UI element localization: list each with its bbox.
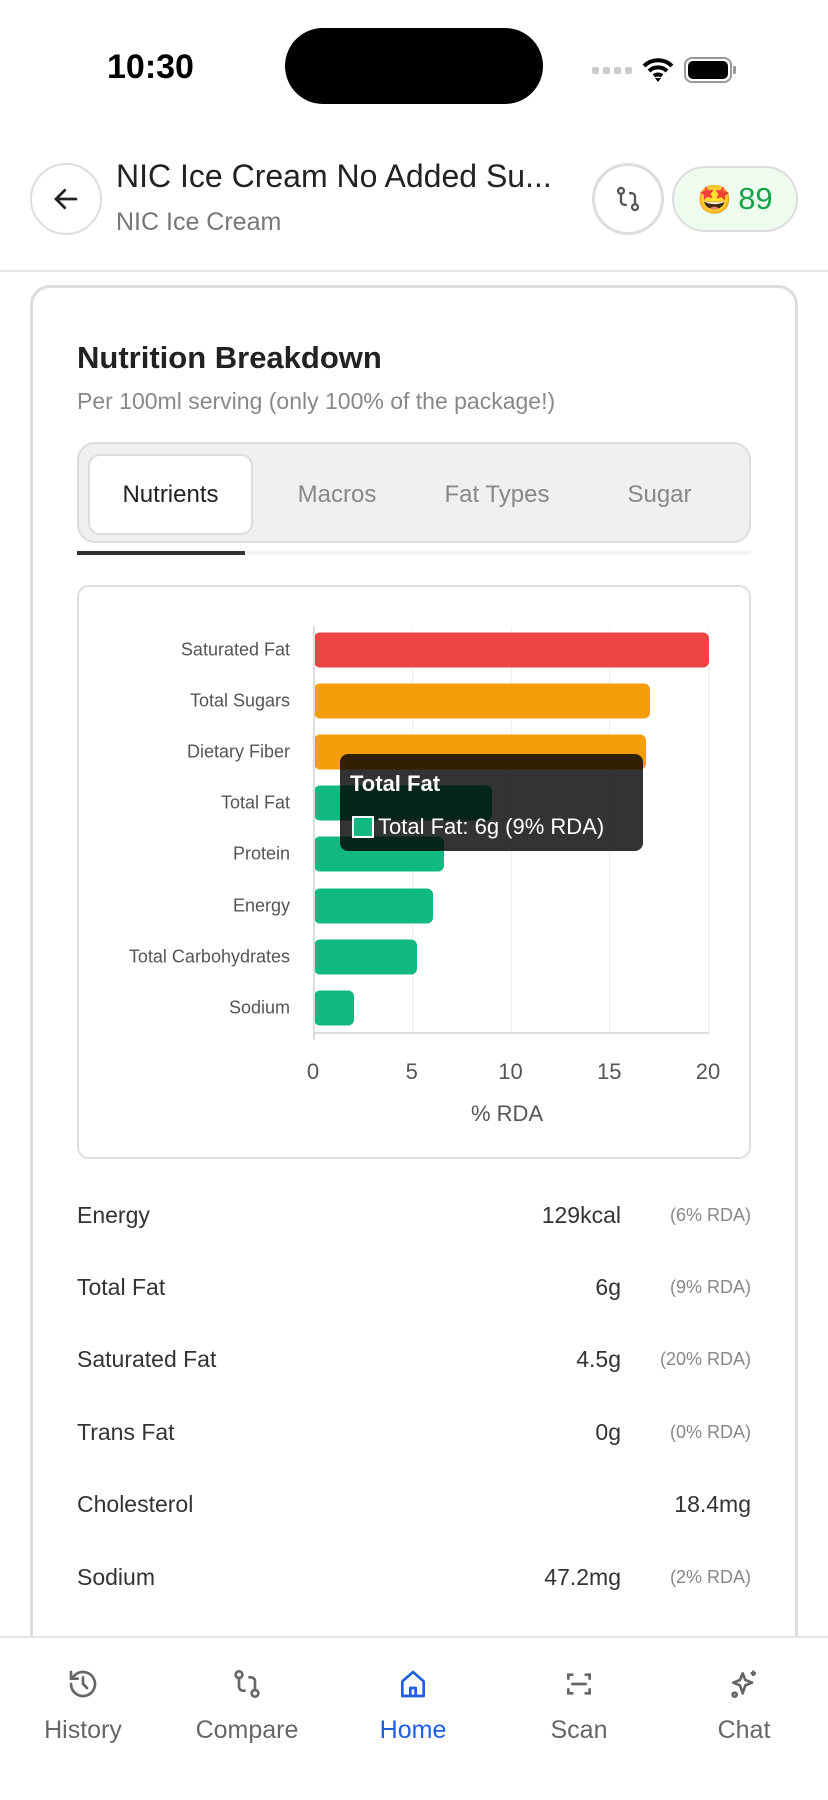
product-title: NIC Ice Cream No Added Su...: [116, 158, 552, 194]
nav-scan[interactable]: Scan: [509, 1668, 649, 1745]
y-category-label: Saturated Fat: [180, 639, 290, 660]
y-axis-line: [313, 626, 315, 1040]
tab-fat-types[interactable]: Fat Types: [444, 480, 550, 508]
chart-tooltip: Total Fat Total Fat: 6g (9% RDA): [340, 754, 643, 851]
status-icons: [592, 56, 738, 84]
x-axis-line: [313, 1032, 709, 1034]
nav-chat[interactable]: Chat: [674, 1668, 814, 1745]
bar-sodium[interactable]: [314, 990, 354, 1026]
back-button[interactable]: [30, 163, 102, 235]
dynamic-island: [285, 28, 543, 104]
nutrient-rda: (9% RDA): [669, 1276, 751, 1297]
header-divider: [0, 270, 828, 272]
nutrient-row: Sodium 47.2mg (2% RDA): [77, 1557, 751, 1597]
nutrient-rda: (6% RDA): [669, 1204, 751, 1225]
y-category-label: Energy: [232, 895, 290, 915]
x-axis-label: % RDA: [471, 1101, 544, 1126]
compare-icon: [234, 1670, 260, 1698]
compare-button[interactable]: [592, 163, 664, 235]
nav-label: Home: [379, 1716, 447, 1744]
nav-home[interactable]: Home: [343, 1668, 483, 1745]
status-time: 10:30: [107, 48, 194, 86]
nutrient-rda: (2% RDA): [669, 1566, 751, 1587]
nav-history[interactable]: History: [13, 1668, 153, 1745]
product-brand: NIC Ice Cream: [116, 208, 282, 236]
gridline: [708, 626, 709, 1032]
nutrient-row: Total Fat 6g (9% RDA): [77, 1267, 751, 1307]
wifi-icon: [642, 58, 674, 82]
tab-bar: Nutrients Macros Fat Types Sugar: [77, 442, 751, 543]
nutrient-rda: (20% RDA): [659, 1349, 751, 1370]
card-title: Nutrition Breakdown: [77, 340, 382, 375]
health-score: 89: [738, 181, 773, 216]
nutrient-value: 6g: [595, 1273, 621, 1300]
nutrient-name: Cholesterol: [77, 1491, 194, 1518]
compare-icon: [616, 186, 640, 212]
tab-macros[interactable]: Macros: [297, 480, 377, 508]
nutrient-row: Cholesterol 18.4mg: [77, 1485, 751, 1525]
nutrient-rda: (0% RDA): [669, 1421, 751, 1442]
tooltip-swatch-icon: [352, 816, 374, 838]
y-category-label: Sodium: [228, 997, 290, 1018]
y-category-label: Total Fat: [220, 792, 290, 813]
y-category-label: Total Carbohydrates: [128, 946, 290, 967]
x-tick-label: 15: [597, 1059, 622, 1084]
tooltip-text: Total Fat: 6g (9% RDA): [378, 814, 605, 839]
nutrient-row: Trans Fat 0g (0% RDA): [77, 1412, 751, 1452]
nutrient-value: 0g: [595, 1418, 621, 1445]
x-tick-label: 5: [405, 1059, 418, 1084]
nutrient-value: 4.5g: [576, 1346, 621, 1373]
nav-label: Chat: [717, 1716, 771, 1744]
x-tick-label: 10: [498, 1059, 523, 1084]
nav-label: History: [44, 1716, 122, 1744]
nutrient-row: Saturated Fat 4.5g (20% RDA): [77, 1340, 751, 1380]
nutrient-name: Energy: [77, 1201, 150, 1228]
battery-icon: [684, 57, 736, 83]
nav-label: Scan: [550, 1716, 608, 1744]
nutrient-name: Total Fat: [77, 1273, 166, 1300]
health-score-badge[interactable]: 🤩 89: [672, 166, 798, 232]
scan-icon: [567, 1673, 591, 1695]
signal-icon: [592, 66, 632, 74]
chart-card: [77, 585, 751, 1159]
history-icon: [69, 1670, 97, 1698]
nutrient-value: 47.2mg: [544, 1563, 621, 1590]
home-icon: [401, 1670, 425, 1698]
card-subtitle: Per 100ml serving (only 100% of the pack…: [77, 388, 556, 414]
tab-indicator: [77, 551, 751, 555]
nav-label: Compare: [195, 1716, 299, 1744]
x-tick-label: 0: [306, 1059, 320, 1084]
y-category-label: Protein: [232, 843, 290, 864]
bar-total-sugars[interactable]: [314, 683, 650, 719]
bar-energy[interactable]: [314, 888, 433, 923]
sparkle-icon: [731, 1670, 756, 1698]
tooltip-title: Total Fat: [350, 771, 441, 796]
bar-total-carbohydrates[interactable]: [314, 939, 417, 975]
y-category-label: Dietary Fiber: [186, 741, 290, 762]
x-tick-label: 20: [695, 1059, 721, 1084]
nutrient-name: Saturated Fat: [77, 1346, 217, 1373]
nav-compare[interactable]: Compare: [177, 1668, 317, 1745]
bottom-nav: History Compare Home Scan Chat: [0, 1636, 828, 1800]
star-struck-emoji-icon: 🤩: [697, 183, 733, 215]
nutrient-name: Sodium: [77, 1563, 155, 1590]
arrow-left-icon: [54, 188, 78, 210]
bar-saturated-fat[interactable]: [314, 632, 709, 668]
nutrient-name: Trans Fat: [77, 1418, 175, 1445]
nutrient-row: Energy 129kcal (6% RDA): [77, 1195, 751, 1235]
nutrient-value: 18.4mg: [674, 1491, 751, 1518]
tab-sugar[interactable]: Sugar: [627, 480, 692, 508]
tab-nutrients[interactable]: Nutrients: [88, 454, 253, 535]
y-category-label: Total Sugars: [189, 690, 290, 711]
nutrient-value: 129kcal: [541, 1201, 621, 1228]
